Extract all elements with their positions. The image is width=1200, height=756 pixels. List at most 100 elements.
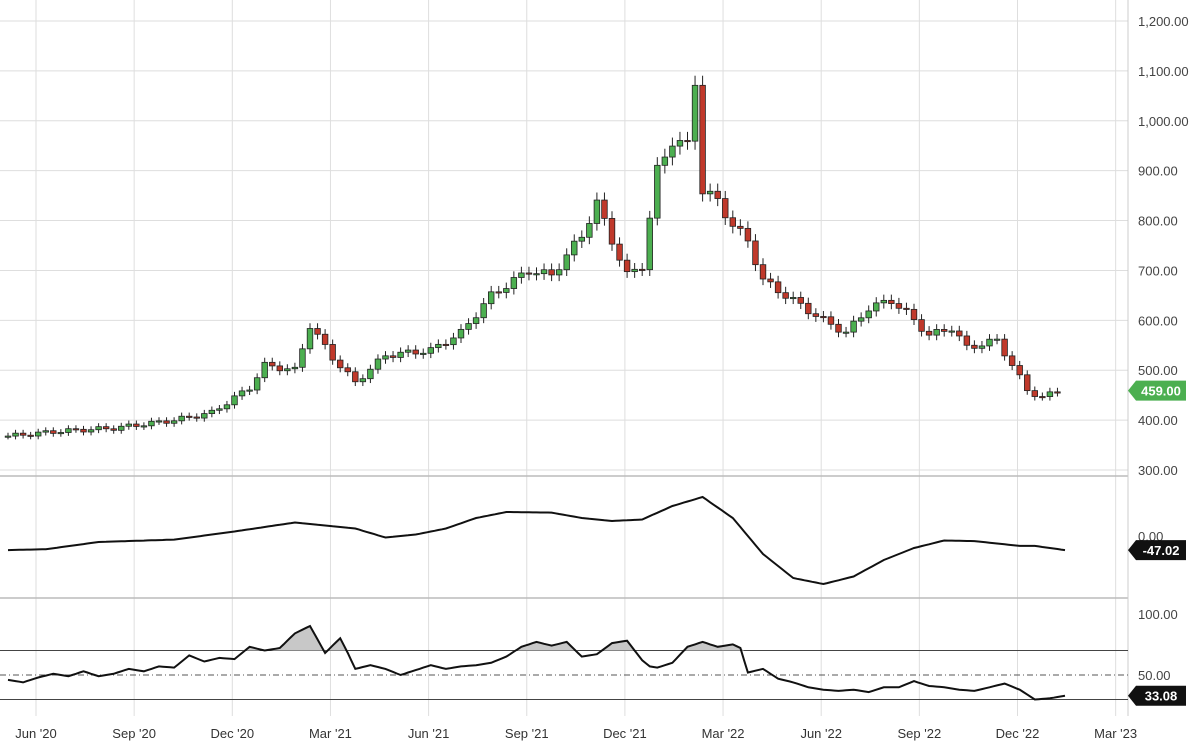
candle-body[interactable] (442, 343, 450, 346)
candle-body[interactable] (185, 415, 193, 418)
candle-body[interactable] (163, 420, 170, 424)
candle-body[interactable] (669, 145, 676, 158)
candle-body[interactable] (691, 84, 699, 142)
candle-body[interactable] (578, 236, 585, 242)
candle-body[interactable] (397, 351, 404, 358)
candle-body[interactable] (790, 297, 797, 300)
candle-body[interactable] (971, 344, 978, 349)
candle-body[interactable] (842, 331, 850, 334)
candle-body[interactable] (933, 329, 940, 336)
candle-body[interactable] (87, 429, 95, 433)
candle-body[interactable] (646, 217, 653, 271)
candle-body[interactable] (465, 323, 472, 330)
candle-body[interactable] (495, 291, 502, 294)
candle-body[interactable] (608, 218, 616, 245)
candle-body[interactable] (639, 268, 646, 271)
candle-body[interactable] (925, 330, 933, 336)
candle-body[interactable] (329, 344, 336, 361)
candle-body[interactable] (389, 355, 397, 358)
candle-body[interactable] (1031, 390, 1038, 397)
candle-body[interactable] (623, 259, 631, 273)
candle-body[interactable] (586, 223, 593, 238)
candle-body[interactable] (533, 273, 540, 276)
candle-body[interactable] (963, 335, 971, 346)
candle-body[interactable] (246, 389, 253, 392)
candle-body[interactable] (352, 371, 359, 383)
candle-body[interactable] (170, 420, 178, 424)
candle-body[interactable] (420, 352, 427, 355)
candle-body[interactable] (903, 307, 910, 310)
candle-body[interactable] (895, 303, 903, 309)
candle-body[interactable] (729, 217, 736, 227)
candle-body[interactable] (820, 316, 827, 319)
candle-body[interactable] (593, 199, 601, 224)
candle-body[interactable] (827, 316, 835, 325)
candle-body[interactable] (722, 198, 729, 219)
candle-body[interactable] (941, 329, 948, 332)
candle-body[interactable] (525, 272, 533, 275)
candle-body[interactable] (427, 347, 434, 354)
candle-body[interactable] (299, 348, 306, 368)
candle-body[interactable] (616, 243, 623, 261)
candle-body[interactable] (1008, 355, 1016, 366)
candle-body[interactable] (805, 302, 812, 315)
candle-body[interactable] (450, 337, 457, 346)
candle-body[interactable] (72, 428, 80, 431)
candle-body[interactable] (223, 404, 231, 410)
candle-body[interactable] (676, 140, 684, 147)
candle-body[interactable] (865, 310, 872, 319)
candle-body[interactable] (155, 420, 163, 423)
candle-body[interactable] (261, 361, 268, 379)
candle-body[interactable] (888, 299, 895, 304)
candle-body[interactable] (457, 328, 465, 339)
candle-body[interactable] (336, 359, 344, 369)
candle-body[interactable] (27, 434, 34, 437)
candle-body[interactable] (1001, 338, 1008, 357)
candle-body[interactable] (382, 355, 389, 360)
candle-body[interactable] (978, 345, 986, 349)
candle-body[interactable] (797, 297, 804, 304)
rsi-line[interactable] (7, 624, 1066, 701)
candle-body[interactable] (4, 435, 12, 438)
candle-body[interactable] (480, 303, 487, 319)
candle-body[interactable] (812, 313, 820, 317)
candle-body[interactable] (873, 302, 880, 312)
candle-body[interactable] (231, 395, 238, 406)
candle-body[interactable] (910, 308, 918, 321)
candle-body[interactable] (986, 338, 993, 347)
candle-body[interactable] (956, 330, 963, 337)
candle-body[interactable] (50, 430, 57, 434)
candle-body[interactable] (291, 366, 299, 370)
candle-body[interactable] (412, 349, 419, 355)
candle-body[interactable] (1039, 396, 1046, 399)
candle-body[interactable] (699, 84, 706, 195)
candle-body[interactable] (80, 428, 87, 433)
candle-body[interactable] (238, 390, 246, 397)
candle-body[interactable] (35, 431, 42, 437)
candle-body[interactable] (1046, 391, 1054, 397)
candle-body[interactable] (148, 420, 155, 427)
candle-body[interactable] (744, 227, 752, 242)
candle-body[interactable] (178, 415, 185, 422)
candle-body[interactable] (193, 416, 200, 419)
candle-body[interactable] (42, 430, 49, 433)
candle-body[interactable] (993, 338, 1001, 341)
candle-body[interactable] (1024, 374, 1031, 392)
candle-body[interactable] (12, 432, 19, 437)
candle-body[interactable] (767, 278, 774, 283)
candle-body[interactable] (714, 190, 721, 199)
candle-body[interactable] (472, 317, 480, 324)
candle-body[interactable] (404, 349, 412, 353)
candle-body[interactable] (503, 288, 510, 293)
candle-body[interactable] (102, 426, 110, 430)
candle-body[interactable] (306, 328, 314, 350)
candle-body[interactable] (125, 423, 132, 427)
oscillator-line[interactable] (7, 495, 1066, 586)
candle-body[interactable] (782, 292, 789, 299)
candle-body[interactable] (208, 409, 216, 414)
candle-body[interactable] (1016, 365, 1023, 376)
candle-body[interactable] (269, 361, 276, 367)
candle-body[interactable] (216, 408, 223, 411)
candle-body[interactable] (684, 140, 691, 143)
